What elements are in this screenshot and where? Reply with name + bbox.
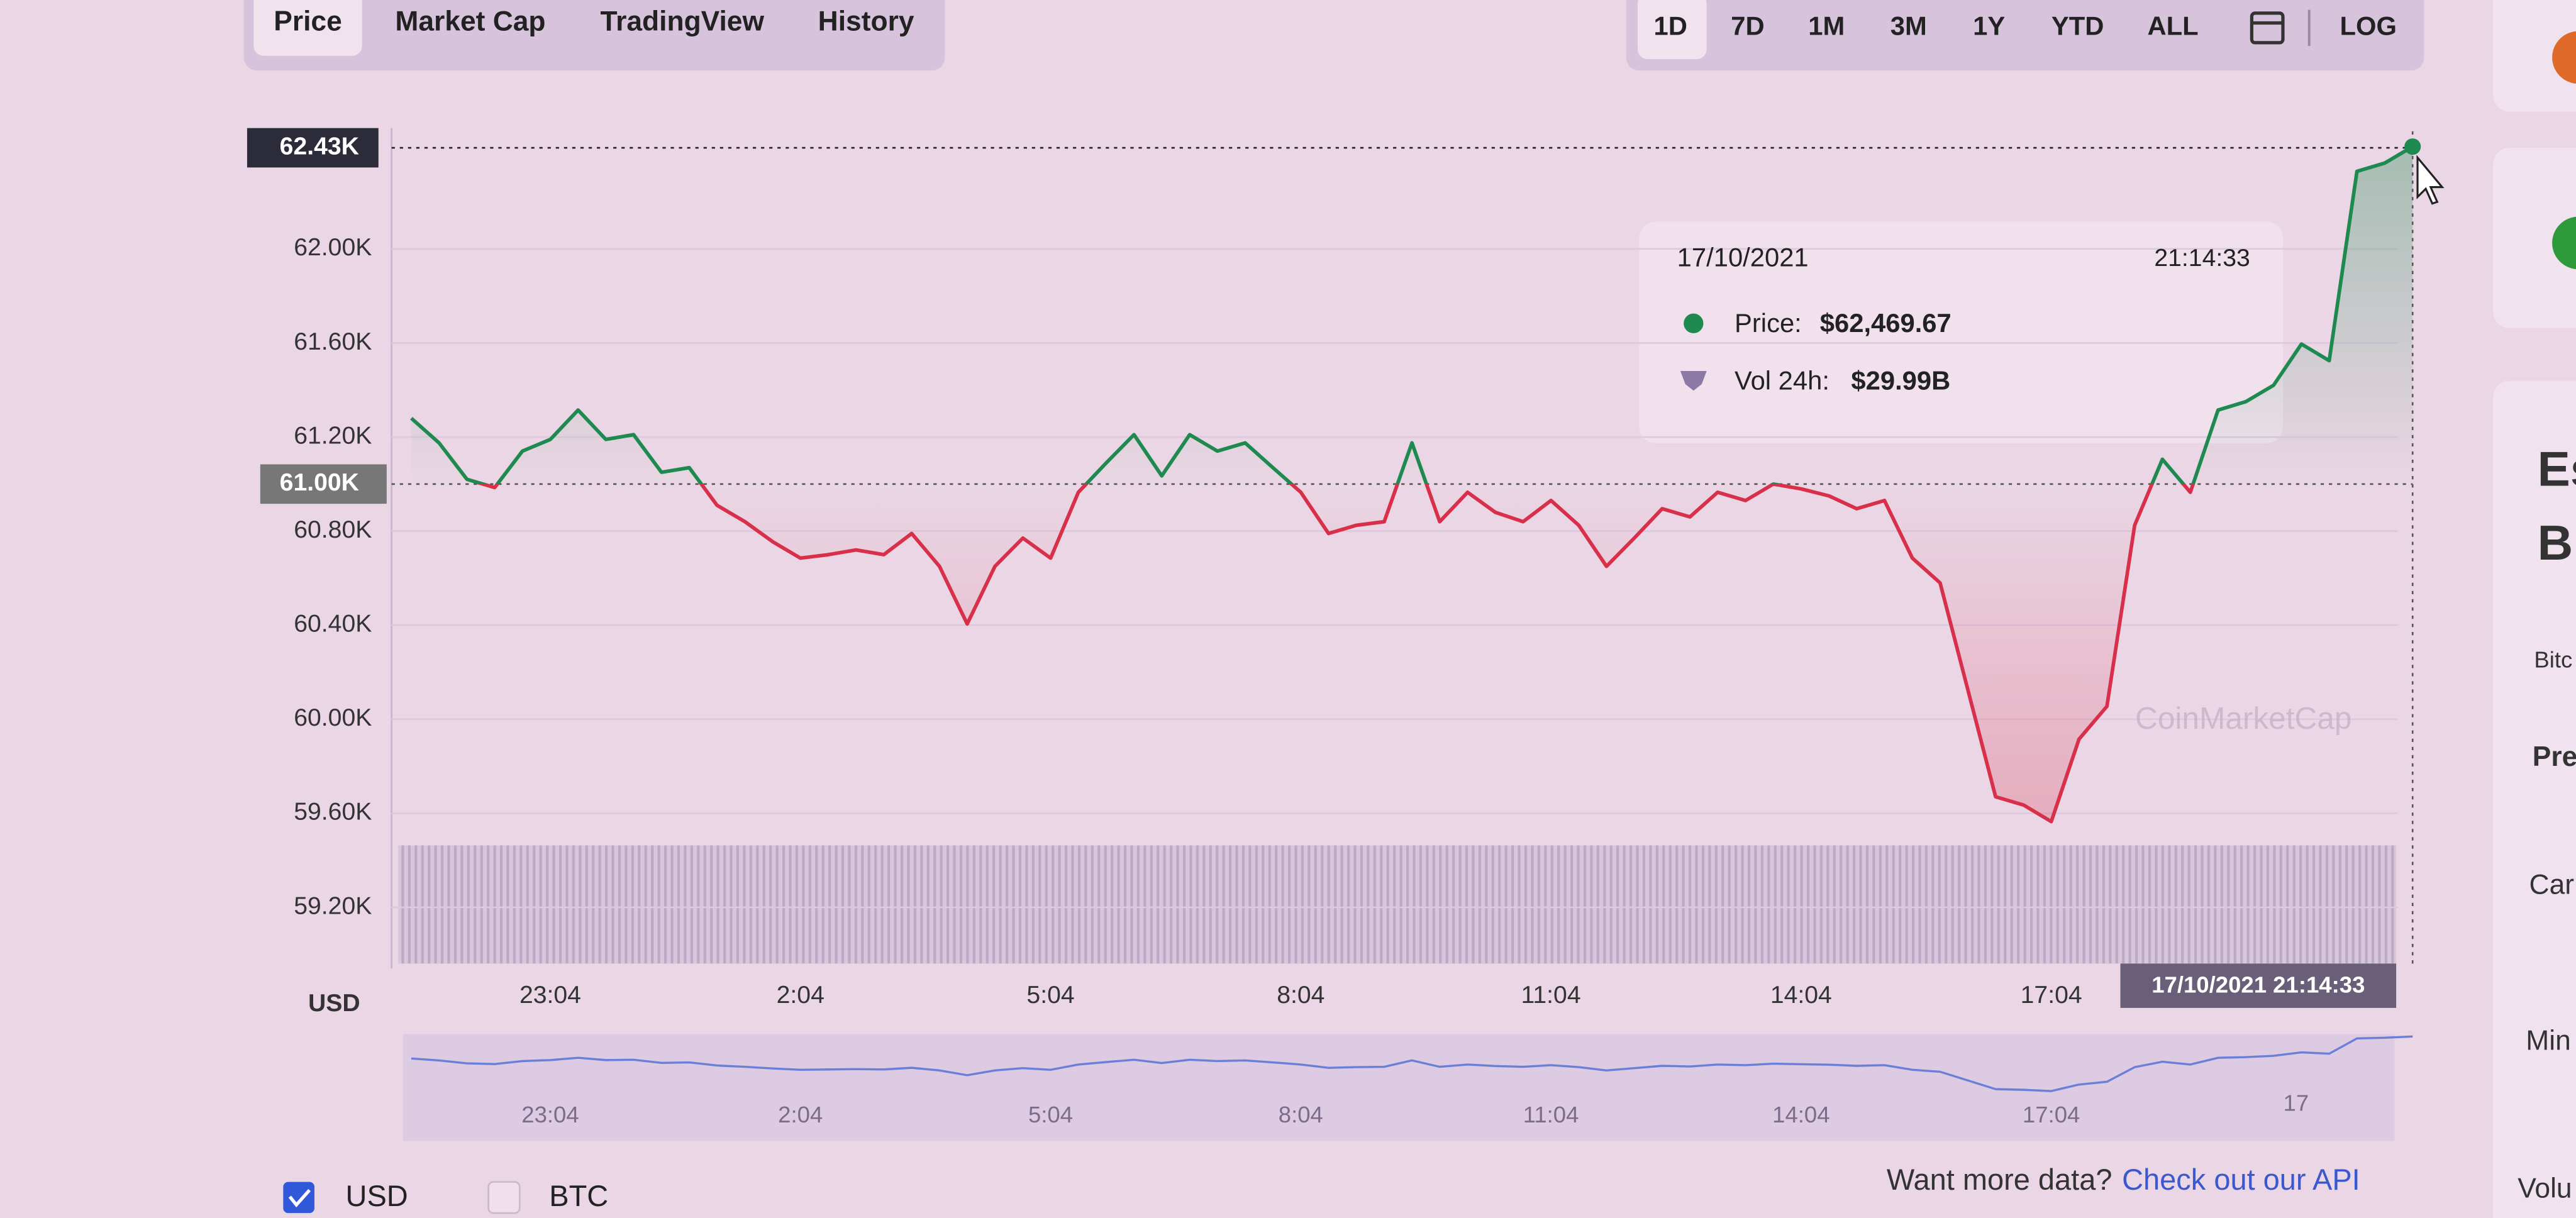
x-tick-label: 2:04 [777, 982, 824, 1009]
side-card [2493, 147, 2576, 329]
side-panel-text: Bitc [2534, 647, 2572, 673]
currency-option[interactable]: BTC [549, 1179, 608, 1212]
price-line [410, 145, 2414, 824]
crosshair-badge [247, 128, 379, 168]
tooltip-vol-icon [1680, 370, 1707, 391]
y-tick-label: 59.20K [294, 892, 372, 919]
checkbox-btc[interactable] [487, 1181, 521, 1214]
navigator-tick-label: 8:04 [1279, 1102, 1323, 1127]
navigator [402, 1034, 2395, 1141]
y-tick-label: 59.60K [294, 799, 372, 826]
calendar-icon[interactable] [2250, 11, 2285, 45]
range-button[interactable]: 7D [1731, 11, 1764, 40]
tab[interactable]: History [818, 6, 914, 36]
x-tick-label: 14:04 [1770, 982, 1832, 1009]
active-tab [253, 0, 362, 56]
side-icon [2552, 31, 2576, 84]
reference-line-badge [260, 464, 387, 504]
api-prompt: Want more data? [1887, 1163, 2112, 1196]
tooltip-price: $62,469.67 [1820, 308, 1951, 338]
navigator-tick-label: 5:04 [1028, 1102, 1073, 1127]
x-tick-label: 23:04 [519, 982, 581, 1009]
crosshair-label: 62.43K [280, 133, 359, 160]
tooltip-date: 17/10/2021 [1677, 242, 1809, 272]
range-button[interactable]: 1M [1808, 11, 1845, 40]
side-card [2493, 380, 2576, 1218]
x-tick-label: 8:04 [1277, 982, 1324, 1009]
y-tick-label: 62.00K [294, 234, 372, 261]
navigator-tick-label: 23:04 [521, 1102, 579, 1127]
crosshair-time-badge [2120, 963, 2397, 1008]
y-axis-label: USD [308, 990, 360, 1017]
navigator-tick-label: 17:04 [2023, 1102, 2080, 1127]
side-panel-text: B [2538, 515, 2573, 570]
navigator-tick-label: 14:04 [1772, 1102, 1829, 1127]
navigator-tick-label: 2:04 [778, 1102, 823, 1127]
range-button[interactable]: LOG [2340, 11, 2396, 40]
range-bar [1626, 0, 2424, 71]
side-panel-text: Car [2529, 869, 2575, 900]
x-tick-label: 5:04 [1026, 982, 1074, 1009]
x-tick-label: 11:04 [1521, 982, 1581, 1009]
range-button[interactable]: 1D [1654, 11, 1687, 40]
tooltip-dot [1684, 313, 1704, 333]
crosshair-time: 17/10/2021 21:14:33 [2151, 972, 2365, 998]
navigator-line [411, 1035, 2413, 1092]
tooltip [1639, 221, 2283, 443]
range-button[interactable]: ALL [2147, 11, 2198, 40]
tooltip-price-label: Price: [1735, 308, 1802, 338]
y-tick-label: 61.20K [294, 422, 372, 449]
side-panel-text: Pre [2533, 741, 2576, 772]
navigator-tick-label: 11:04 [1523, 1102, 1579, 1127]
reference-line-label: 61.00K [280, 469, 359, 496]
checkbox-usd[interactable] [283, 1182, 314, 1214]
range-button[interactable]: 3M [1890, 11, 1927, 40]
range-button[interactable]: YTD [2051, 11, 2104, 40]
volume-bars [398, 845, 2397, 964]
navigator-tick-label: 17 [2284, 1090, 2309, 1116]
check-mark [288, 1188, 311, 1208]
tab[interactable]: Price [274, 6, 342, 36]
mouse-cursor [2416, 155, 2445, 205]
current-point [2404, 138, 2421, 155]
side-panel-text: Es [2538, 441, 2576, 497]
tooltip-time: 21:14:33 [2154, 245, 2250, 272]
y-tick-label: 61.60K [294, 328, 372, 355]
tab[interactable]: Market Cap [395, 6, 545, 36]
tab[interactable]: TradingView [600, 6, 764, 36]
active-range [1638, 0, 1707, 59]
api-link[interactable]: Check out our API [2122, 1163, 2360, 1196]
watermark: CoinMarketCap [2135, 700, 2351, 736]
y-tick-label: 60.00K [294, 704, 372, 731]
side-card [2493, 0, 2576, 112]
side-panel-text: Volu [2518, 1173, 2572, 1204]
tooltip-volume: $29.99B [1851, 365, 1950, 395]
currency-option[interactable]: USD [346, 1179, 408, 1212]
tab-bar [243, 0, 945, 71]
price-area [411, 147, 2413, 822]
side-icon [2552, 216, 2576, 269]
side-panel-text: Min [2526, 1025, 2570, 1056]
range-button[interactable]: 1Y [1973, 11, 2005, 40]
x-tick-label: 17:04 [2021, 982, 2082, 1009]
y-tick-label: 60.80K [294, 516, 372, 543]
y-tick-label: 60.40K [294, 611, 372, 638]
tooltip-volume-label: Vol 24h: [1735, 365, 1829, 395]
